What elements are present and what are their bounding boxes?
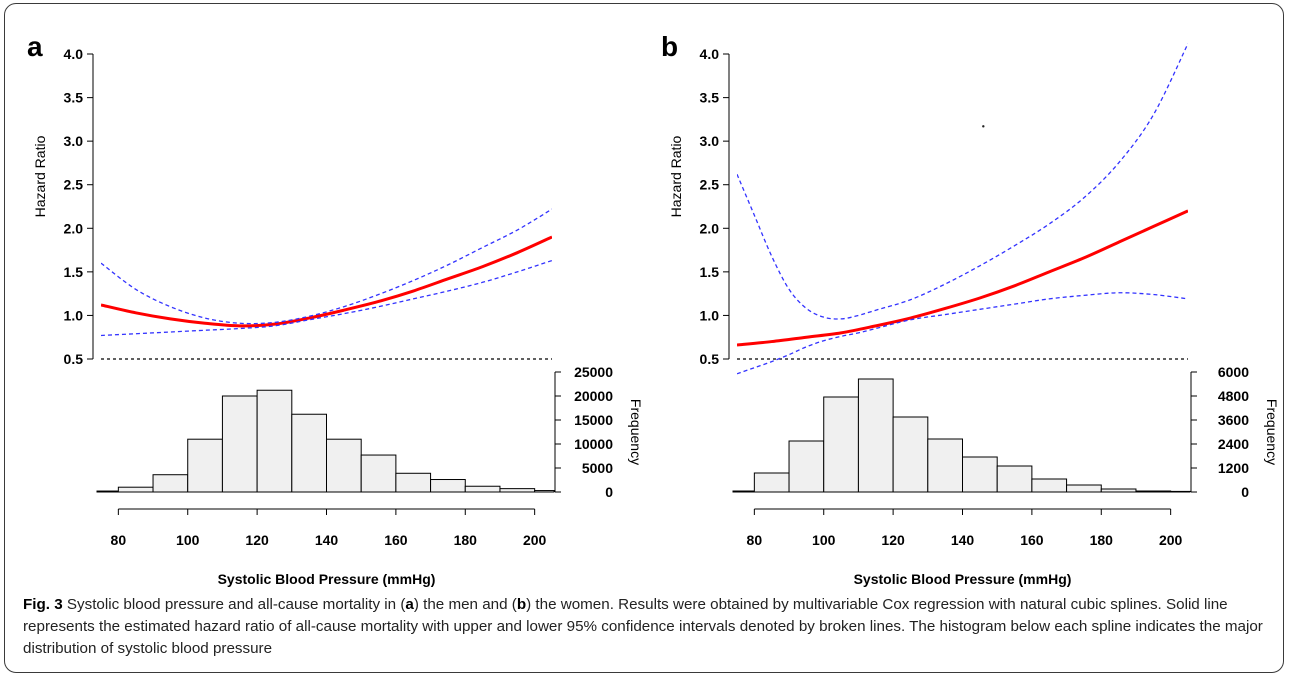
- hr-tick-label: 1.0: [700, 307, 720, 323]
- figure-label: Fig. 3: [23, 596, 63, 613]
- hr-tick-label: 4.0: [700, 46, 720, 62]
- chart-panel-b: b 0.5 1.0 1.5 2.0 2.5 3.0 3.5 4.0 Hazard Ratio 0 12…: [661, 31, 1280, 587]
- caption-panel-ref: b: [516, 596, 527, 613]
- x-tick-label: 200: [523, 532, 547, 548]
- frequency-tick-label: 6000: [1218, 364, 1249, 380]
- x-tick-label: 180: [1090, 532, 1114, 548]
- ci-lower-line: [737, 292, 1188, 375]
- histogram-bar: [360, 454, 397, 493]
- x-tick-label: 160: [1020, 532, 1044, 548]
- x-tick-label: 180: [454, 532, 478, 548]
- histogram-bar: [927, 438, 963, 493]
- histogram-bar: [857, 378, 894, 493]
- caption-panel-ref: a: [405, 596, 414, 613]
- frequency-axis-title: Frequency: [628, 399, 644, 465]
- ci-upper-line: [737, 43, 1188, 320]
- x-axis-title: Systolic Blood Pressure (mmHg): [854, 571, 1072, 587]
- caption-text: Systolic blood pressure and all-cause mo…: [62, 596, 406, 613]
- figure-frame: a 0.5 1.0 1.5 2.0 2.5 3.0 3.5 4.0 Hazard Ratio 0 50…: [4, 3, 1284, 673]
- hr-tick-label: 3.5: [700, 90, 720, 106]
- hr-tick-label: 3.0: [64, 133, 84, 149]
- histogram-bar: [326, 438, 362, 493]
- figure-caption: Fig. 3 Systolic blood pressure and all-c…: [23, 594, 1273, 660]
- x-tick-label: 140: [951, 532, 975, 548]
- frequency-tick-label: 0: [605, 484, 613, 500]
- chart-panel-a: a 0.5 1.0 1.5 2.0 2.5 3.0 3.5 4.0 Hazard Ratio 0 50…: [27, 31, 644, 587]
- histogram-bar: [291, 413, 327, 493]
- x-tick-label: 100: [812, 532, 836, 548]
- hr-tick-label: 0.5: [64, 351, 84, 367]
- ci-lower-line: [101, 259, 552, 337]
- histogram-bar: [892, 416, 929, 493]
- hr-axis-title: Hazard Ratio: [668, 135, 684, 217]
- x-tick-label: 160: [384, 532, 408, 548]
- frequency-tick-label: 10000: [574, 436, 613, 452]
- histogram-bar: [499, 488, 536, 493]
- histogram-bar: [996, 465, 1033, 493]
- x-tick-label: 100: [176, 532, 200, 548]
- histogram-bar: [152, 474, 189, 493]
- frequency-tick-label: 1200: [1218, 460, 1249, 476]
- histogram-bar: [1066, 484, 1102, 493]
- ci-upper-line: [101, 208, 552, 325]
- frequency-tick-label: 3600: [1218, 412, 1249, 428]
- stray-point: [982, 125, 985, 128]
- frequency-tick-label: 20000: [574, 388, 613, 404]
- histogram-bar: [430, 479, 466, 493]
- histogram-bar: [464, 485, 501, 493]
- histogram-bar: [823, 396, 859, 493]
- x-tick-label: 120: [245, 532, 269, 548]
- hr-tick-label: 2.0: [64, 220, 84, 236]
- frequency-tick-label: 5000: [582, 460, 613, 476]
- figure-charts: a 0.5 1.0 1.5 2.0 2.5 3.0 3.5 4.0 Hazard Ratio 0 50…: [27, 31, 1280, 587]
- histogram-bar: [1031, 478, 1068, 493]
- frequency-tick-label: 0: [1241, 484, 1249, 500]
- panel-letter: b: [661, 31, 678, 62]
- hr-tick-label: 2.5: [700, 177, 720, 193]
- x-axis-title: Systolic Blood Pressure (mmHg): [218, 571, 436, 587]
- histogram-bar: [117, 486, 154, 493]
- caption-text: ) the men and (: [413, 596, 517, 613]
- hazard-ratio-line: [101, 235, 552, 328]
- histogram-bar: [187, 438, 223, 493]
- panel-letter: a: [27, 31, 43, 62]
- hr-tick-label: 2.0: [700, 220, 720, 236]
- hr-tick-label: 3.0: [700, 133, 720, 149]
- frequency-tick-label: 4800: [1218, 388, 1249, 404]
- x-tick-label: 80: [747, 532, 763, 548]
- hr-tick-label: 2.5: [64, 177, 84, 193]
- hr-tick-label: 1.5: [64, 264, 84, 280]
- frequency-tick-label: 25000: [574, 364, 613, 380]
- x-tick-label: 140: [315, 532, 339, 548]
- histogram-bar: [395, 472, 432, 493]
- frequency-tick-label: 15000: [574, 412, 613, 428]
- x-tick-label: 120: [881, 532, 905, 548]
- frequency-axis-title: Frequency: [1264, 399, 1280, 465]
- histogram-bar: [256, 389, 293, 493]
- hr-tick-label: 0.5: [700, 351, 720, 367]
- hr-tick-label: 4.0: [64, 46, 84, 62]
- histogram-bar: [753, 472, 790, 493]
- caption-body: Systolic blood pressure and all-cause mo…: [23, 596, 1263, 657]
- x-tick-label: 80: [111, 532, 127, 548]
- hr-tick-label: 3.5: [64, 90, 84, 106]
- histogram-bar: [221, 395, 258, 493]
- frequency-tick-label: 2400: [1218, 436, 1249, 452]
- histogram-bar: [962, 456, 998, 493]
- hr-axis-title: Hazard Ratio: [32, 135, 48, 217]
- hr-tick-label: 1.0: [64, 307, 84, 323]
- hr-tick-label: 1.5: [700, 264, 720, 280]
- histogram-bar: [788, 440, 825, 493]
- hazard-ratio-line: [737, 209, 1188, 347]
- x-tick-label: 200: [1159, 532, 1183, 548]
- caption-text: ) the women. Results were obtained by mu…: [23, 596, 1263, 657]
